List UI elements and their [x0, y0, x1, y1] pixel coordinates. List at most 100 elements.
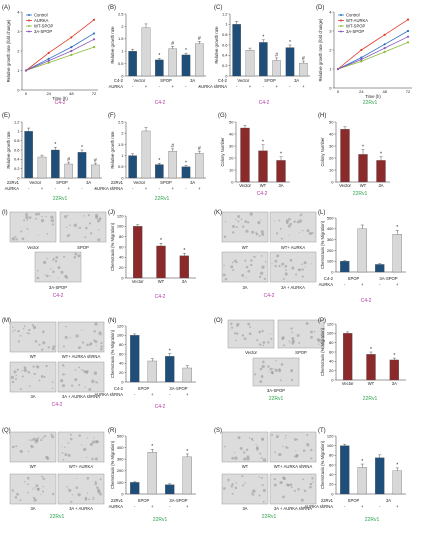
legend-label: Control — [34, 12, 48, 17]
significance-mark: * — [158, 158, 160, 164]
cell-speck — [95, 345, 97, 347]
cell-line-label: 22Rv1 — [363, 396, 378, 402]
condition-sign: + — [249, 84, 252, 89]
cell-speck — [311, 263, 313, 265]
bar — [155, 59, 164, 77]
bar — [24, 131, 33, 179]
legend-marker — [340, 30, 342, 33]
group-label: SPOP — [160, 180, 172, 185]
cell-speck — [244, 220, 248, 224]
cell-speck — [291, 331, 294, 334]
cell-speck — [250, 437, 254, 441]
group-label: Vector — [133, 78, 145, 83]
y-tick-label: 0.8 — [222, 32, 228, 37]
data-point — [47, 59, 50, 62]
cell-speck — [42, 436, 44, 439]
cell-speck — [282, 495, 285, 499]
bar — [375, 264, 385, 273]
image-label: 3A-SPOP — [267, 388, 285, 393]
significance-mark: # — [171, 144, 174, 150]
cell-speck — [271, 372, 274, 375]
cell-speck — [62, 345, 65, 348]
cell-speck — [286, 447, 289, 449]
cell-speck — [304, 489, 307, 493]
cell-speck — [261, 330, 264, 333]
y-tick-label: 300 — [117, 457, 124, 462]
legend-label: WT-AURKA — [346, 18, 368, 23]
cell-speck — [38, 343, 41, 346]
y-tick-label: 2 — [329, 47, 332, 52]
cell-speck — [34, 326, 36, 328]
legend-marker — [28, 19, 30, 22]
cell-speck — [290, 327, 293, 330]
bar — [179, 255, 189, 279]
panel-M: (M) WT WT+ AURKA shRNA 3A 3A + AURKA shR… — [2, 318, 105, 408]
significance-mark: * — [262, 140, 264, 146]
cell-speck — [270, 337, 273, 340]
significance-mark: * — [362, 144, 364, 150]
cell-speck — [83, 447, 87, 452]
y-tick-label: 40 — [229, 131, 234, 136]
cell-speck — [77, 254, 81, 258]
bar — [340, 129, 350, 183]
cell-speck — [26, 219, 28, 221]
cell-speck — [278, 264, 281, 268]
cell-speck — [67, 215, 69, 217]
cell-speck — [247, 322, 251, 326]
cell-speck — [297, 488, 300, 491]
group-label: SPOP — [348, 276, 360, 281]
y-tick-label: 80 — [119, 342, 124, 347]
y-tick-label: 10 — [329, 167, 334, 172]
significance-mark: # — [302, 56, 305, 62]
series-line — [337, 36, 409, 70]
condition-sign: - — [159, 84, 161, 89]
cell-speck — [83, 215, 85, 217]
cell-speck — [78, 346, 81, 350]
cell-speck — [250, 263, 253, 267]
y-tick-label: 4 — [17, 9, 20, 14]
cell-speck — [255, 231, 257, 234]
panel-K: (K) WT WT+ AURKA 3A 3A + AURKA C4-2 — [214, 210, 317, 299]
cell-speck — [259, 367, 263, 371]
cell-speck — [290, 369, 294, 373]
cell-speck — [269, 333, 271, 335]
cell-speck — [223, 235, 227, 238]
y-tick-label: 0.5 — [118, 61, 124, 66]
bar — [165, 356, 175, 383]
cell-speck — [22, 328, 25, 330]
x-tick-label: 0 — [25, 91, 28, 96]
cell-speck — [43, 375, 46, 378]
cell-speck — [38, 379, 41, 382]
cell-speck — [261, 360, 265, 364]
y-tick-label: 80 — [329, 340, 334, 345]
cell-speck — [241, 475, 244, 478]
micrograph-image — [57, 473, 105, 505]
cell-speck — [258, 494, 261, 497]
data-point — [406, 35, 410, 38]
row-header: AURKA — [5, 186, 20, 191]
cell-speck — [305, 321, 309, 325]
row-header: AURKA shRNA — [304, 504, 333, 509]
cell-speck — [37, 212, 40, 216]
cell-speck — [88, 388, 92, 392]
cell-speck — [45, 364, 48, 368]
cell-speck — [26, 476, 30, 480]
bar — [147, 360, 157, 383]
cell-speck — [289, 342, 291, 344]
cell-speck — [15, 374, 18, 377]
cell-speck — [86, 437, 88, 439]
cell-speck — [94, 457, 98, 461]
data-point — [360, 58, 363, 61]
cell-speck — [261, 232, 265, 236]
cell-speck — [14, 235, 17, 238]
cell-speck — [258, 476, 261, 478]
cell-speck — [298, 341, 301, 344]
cell-speck — [65, 325, 67, 328]
cell-speck — [235, 332, 239, 335]
cell-speck — [230, 265, 234, 269]
significance-mark: # — [198, 36, 201, 42]
bar — [358, 154, 368, 183]
cell-speck — [281, 338, 284, 340]
